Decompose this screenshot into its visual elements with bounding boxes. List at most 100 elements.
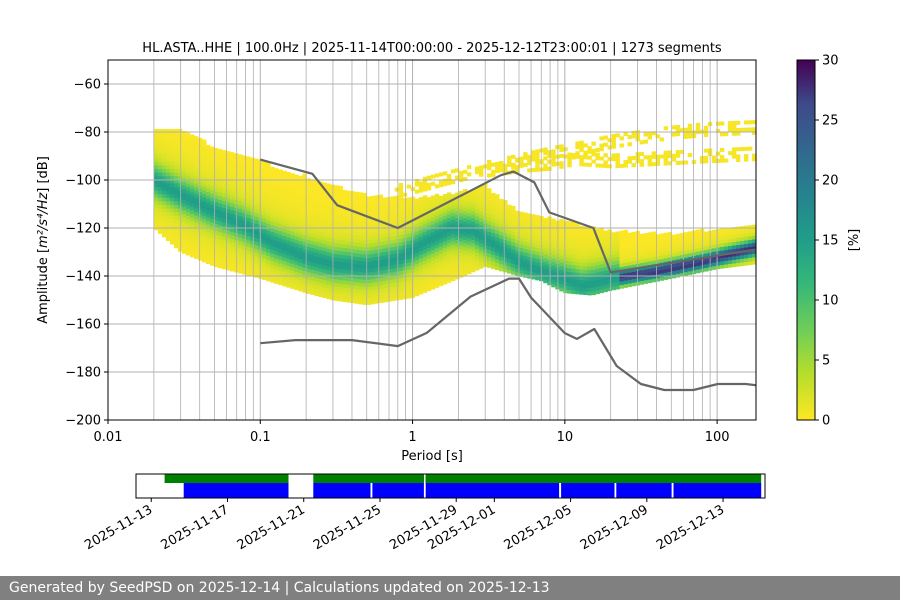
density-cell — [418, 204, 424, 209]
density-cell — [153, 161, 159, 166]
density-cell — [218, 221, 223, 226]
density-cell — [599, 289, 604, 294]
density-cell — [470, 235, 476, 240]
density-cell — [563, 220, 568, 225]
density-cell — [358, 260, 363, 265]
density-cell — [266, 190, 271, 195]
density-outlier-cell — [719, 121, 725, 126]
density-cell — [290, 184, 295, 189]
density-cell — [185, 186, 191, 191]
density-cell — [599, 242, 604, 247]
density-cell — [378, 284, 384, 289]
density-cell — [193, 146, 199, 151]
density-cell — [362, 275, 367, 280]
density-cell — [246, 253, 251, 258]
density-cell — [422, 278, 428, 283]
timeline-tick-label: 2025-12-05 — [502, 502, 575, 553]
density-cell — [250, 218, 255, 223]
density-cell — [326, 226, 331, 231]
density-outlier-cell — [631, 134, 636, 139]
density-cell — [587, 266, 592, 271]
density-cell — [591, 244, 596, 249]
density-cell — [655, 248, 661, 253]
density-cell — [675, 251, 681, 256]
density-cell — [470, 207, 476, 212]
density-cell — [185, 251, 191, 256]
density-cell — [177, 154, 183, 159]
density-cell — [430, 278, 436, 283]
density-cell — [567, 275, 572, 280]
density-cell — [302, 277, 307, 282]
density-cell — [310, 287, 315, 292]
density-outlier-cell — [575, 145, 580, 150]
density-cell — [262, 214, 267, 219]
density-cell — [161, 164, 167, 169]
density-cell — [222, 160, 227, 165]
density-cell — [282, 174, 287, 179]
y-axis-ticks: −200−180−160−140−120−100−80−60 — [65, 78, 108, 429]
density-cell — [442, 222, 448, 227]
density-cell — [230, 242, 235, 247]
density-cell — [210, 229, 215, 234]
density-cell — [262, 254, 267, 259]
density-cell — [177, 190, 183, 195]
density-cell — [294, 188, 299, 193]
density-outlier-cell — [675, 124, 681, 129]
density-cell — [222, 175, 227, 180]
density-outlier-cell — [615, 164, 620, 169]
density-cell — [302, 191, 307, 196]
density-cell — [282, 253, 287, 258]
density-outlier-cell — [703, 148, 709, 153]
density-cell — [302, 202, 307, 207]
density-cell — [527, 224, 532, 229]
density-outlier-cell — [583, 162, 588, 167]
density-cell — [382, 215, 388, 220]
density-cell — [362, 286, 367, 291]
density-cell — [747, 228, 753, 233]
density-cell — [414, 288, 420, 293]
density-cell — [527, 217, 532, 221]
density-cell — [198, 166, 203, 171]
density-cell — [434, 258, 440, 263]
density-cell — [366, 286, 372, 291]
density-cell — [226, 212, 231, 217]
density-cell — [250, 215, 255, 220]
density-cell — [450, 277, 456, 282]
density-cell — [157, 200, 163, 205]
density-cell — [406, 294, 412, 299]
density-cell — [442, 244, 448, 249]
density-cell — [282, 195, 287, 200]
timeline-tick-label: 2025-12-09 — [578, 502, 651, 553]
density-cell — [470, 250, 476, 255]
density-cell — [559, 265, 564, 270]
density-cell — [278, 169, 283, 174]
density-cell — [326, 280, 331, 285]
density-cell — [290, 173, 295, 178]
density-cell — [161, 208, 167, 213]
density-cell — [507, 208, 512, 213]
density-outlier-cell — [695, 126, 701, 131]
density-cell — [310, 265, 315, 270]
density-cell — [414, 267, 420, 272]
density-cell — [282, 217, 287, 222]
density-cell — [362, 228, 367, 233]
density-cell — [161, 182, 167, 187]
density-cell — [422, 256, 428, 261]
density-cell — [362, 268, 367, 273]
density-cell — [222, 211, 227, 216]
density-cell — [210, 182, 215, 187]
density-cell — [214, 205, 219, 210]
density-cell — [362, 232, 367, 237]
density-cell — [406, 233, 412, 238]
density-cell — [278, 248, 283, 253]
density-cell — [250, 247, 255, 252]
density-cell — [579, 287, 584, 292]
density-cell — [165, 215, 171, 220]
density-cell — [583, 240, 588, 245]
density-cell — [314, 183, 319, 188]
density-cell — [202, 193, 207, 198]
density-cell — [206, 184, 211, 189]
density-cell — [358, 264, 363, 269]
density-cell — [683, 250, 689, 255]
